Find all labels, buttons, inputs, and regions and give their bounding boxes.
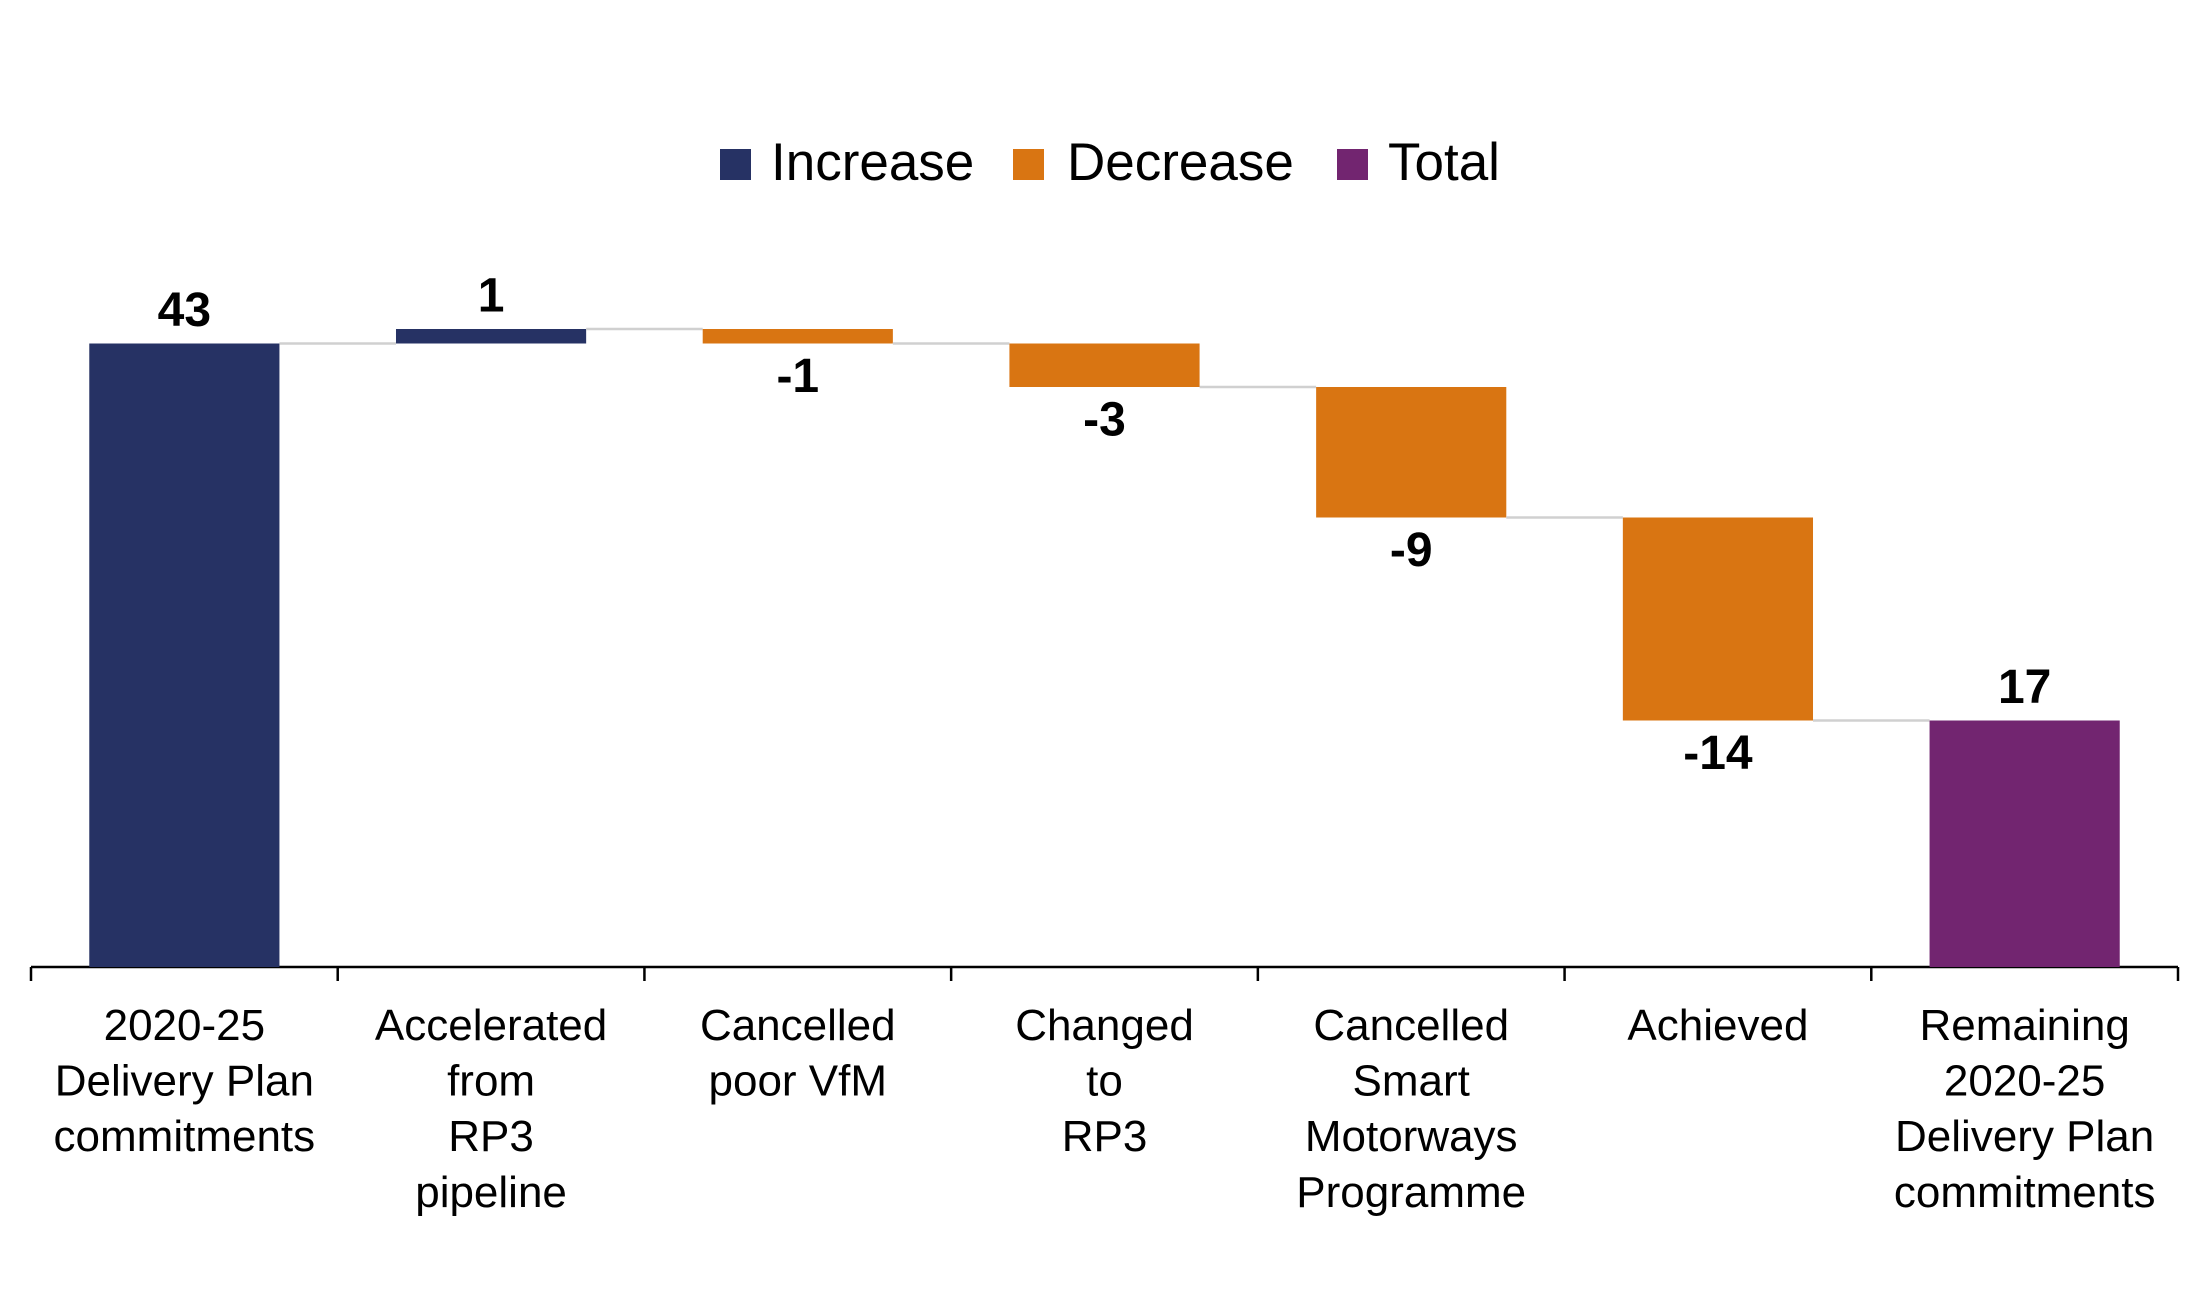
x-tick-label-line: pipeline: [415, 1167, 567, 1216]
value-label: 1: [478, 270, 505, 323]
x-tick-label-line: Programme: [1296, 1167, 1526, 1216]
legend-swatch: [1337, 149, 1368, 180]
x-tick-label-line: poor VfM: [709, 1056, 888, 1105]
value-label: -3: [1083, 394, 1126, 447]
bar: [1929, 720, 2120, 967]
legend-swatch: [720, 149, 751, 180]
x-tick-label-line: Delivery Plan: [55, 1056, 314, 1105]
x-tick-label-line: 2020-25: [104, 1001, 265, 1050]
x-tick-label-line: Cancelled: [700, 1001, 896, 1050]
value-label: -14: [1683, 727, 1753, 780]
x-tick-label: 2020-25 Delivery Plan commitments: [54, 1001, 316, 1161]
x-tick-label-line: 2020-25: [1944, 1056, 2105, 1105]
legend-label: Total: [1388, 133, 1500, 192]
bar: [1316, 387, 1507, 518]
bar: [395, 329, 587, 344]
legend-label: Increase: [771, 133, 974, 192]
x-tick-label-line: Motorways: [1305, 1112, 1518, 1161]
value-label: 17: [1998, 661, 2051, 714]
x-tick-label-line: Achieved: [1627, 1001, 1808, 1050]
x-tick-label-line: Accelerated: [375, 1001, 607, 1050]
x-tick-label: Changed to RP3: [1015, 1001, 1194, 1161]
x-tick-label: Achieved: [1627, 1001, 1808, 1050]
legend-label: Decrease: [1067, 133, 1294, 192]
bar: [1009, 343, 1200, 387]
x-tick-label-line: Cancelled: [1313, 1001, 1509, 1050]
x-tick-label-line: RP3: [1062, 1112, 1148, 1161]
x-tick-label: Remaining 2020-25 Delivery Plan commitments: [1894, 1001, 2156, 1217]
x-tick-label-line: Changed: [1015, 1001, 1194, 1050]
x-tick-label-line: Delivery Plan: [1895, 1112, 2154, 1161]
x-tick-label-line: from: [447, 1056, 535, 1105]
x-tick-label-line: Smart: [1353, 1056, 1470, 1105]
x-tick-label-line: commitments: [1894, 1167, 2156, 1216]
x-tick-label-line: RP3: [448, 1112, 534, 1161]
value-label: -1: [776, 350, 819, 403]
value-label: -9: [1390, 524, 1433, 577]
legend-swatch: [1013, 149, 1044, 180]
bar: [89, 343, 280, 967]
x-tick-label-line: commitments: [54, 1112, 316, 1161]
x-tick-label-line: to: [1086, 1056, 1123, 1105]
x-tick-label: Accelerated from RP3 pipeline: [375, 1001, 607, 1217]
x-tick-label-line: Remaining: [1919, 1001, 2129, 1050]
bar: [1622, 517, 1814, 721]
x-tick-label: Cancelled poor VfM: [700, 1001, 896, 1106]
value-label: 43: [158, 284, 211, 337]
x-tick-label: Cancelled Smart Motorways Programme: [1296, 1001, 1526, 1217]
bar: [702, 329, 893, 344]
